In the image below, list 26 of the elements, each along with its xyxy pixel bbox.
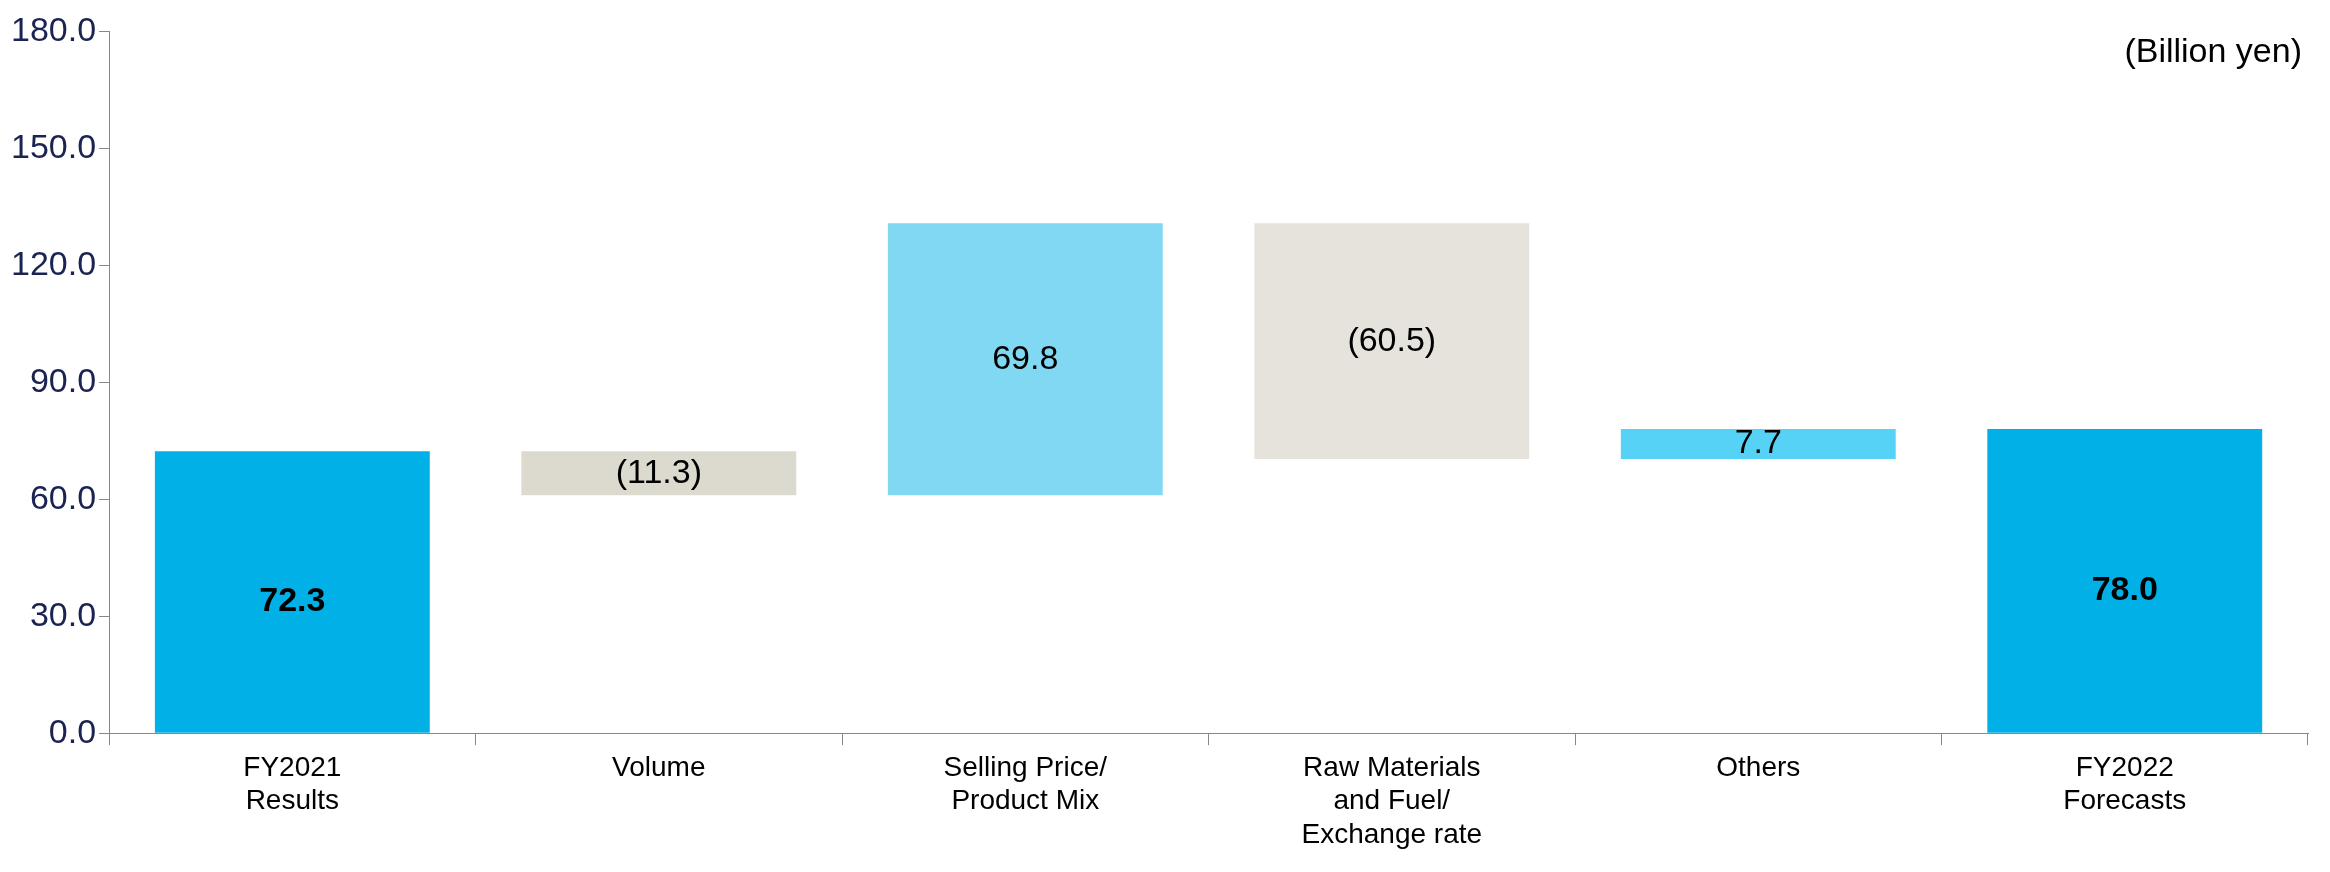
- y-tick-label: 120.0: [10, 243, 97, 282]
- data-label: (60.5): [1347, 319, 1437, 358]
- data-label: 69.8: [992, 337, 1059, 376]
- bar: [1620, 429, 1896, 460]
- y-tick-label: 60.0: [29, 477, 97, 516]
- annotation: (Billion yen): [2124, 30, 2302, 69]
- bar: [1254, 223, 1530, 460]
- data-label: (11.3): [615, 451, 702, 490]
- bar: [887, 223, 1163, 496]
- data-label: 78.0: [2091, 569, 2158, 608]
- y-tick-label: 90.0: [29, 360, 97, 399]
- bar: [1987, 429, 2263, 733]
- data-label: 7.7: [1734, 422, 1782, 461]
- y-tick-label: 180.0: [10, 9, 97, 48]
- x-tick-label: FY2022 Forecasts: [2063, 750, 2187, 816]
- bar: [154, 451, 430, 733]
- y-tick-label: 30.0: [29, 594, 97, 633]
- x-tick-label: FY2021 Results: [243, 750, 342, 816]
- x-tick-label: Volume: [612, 750, 706, 782]
- x-tick-label: Others: [1716, 750, 1801, 782]
- y-tick-label: 0.0: [48, 711, 97, 750]
- bar: [521, 451, 797, 496]
- x-tick-label: Raw Materials and Fuel/ Exchange rate: [1301, 750, 1483, 849]
- x-tick-label: Selling Price/ Product Mix: [943, 750, 1108, 816]
- data-label: 72.3: [259, 580, 326, 619]
- y-tick-label: 150.0: [10, 126, 97, 165]
